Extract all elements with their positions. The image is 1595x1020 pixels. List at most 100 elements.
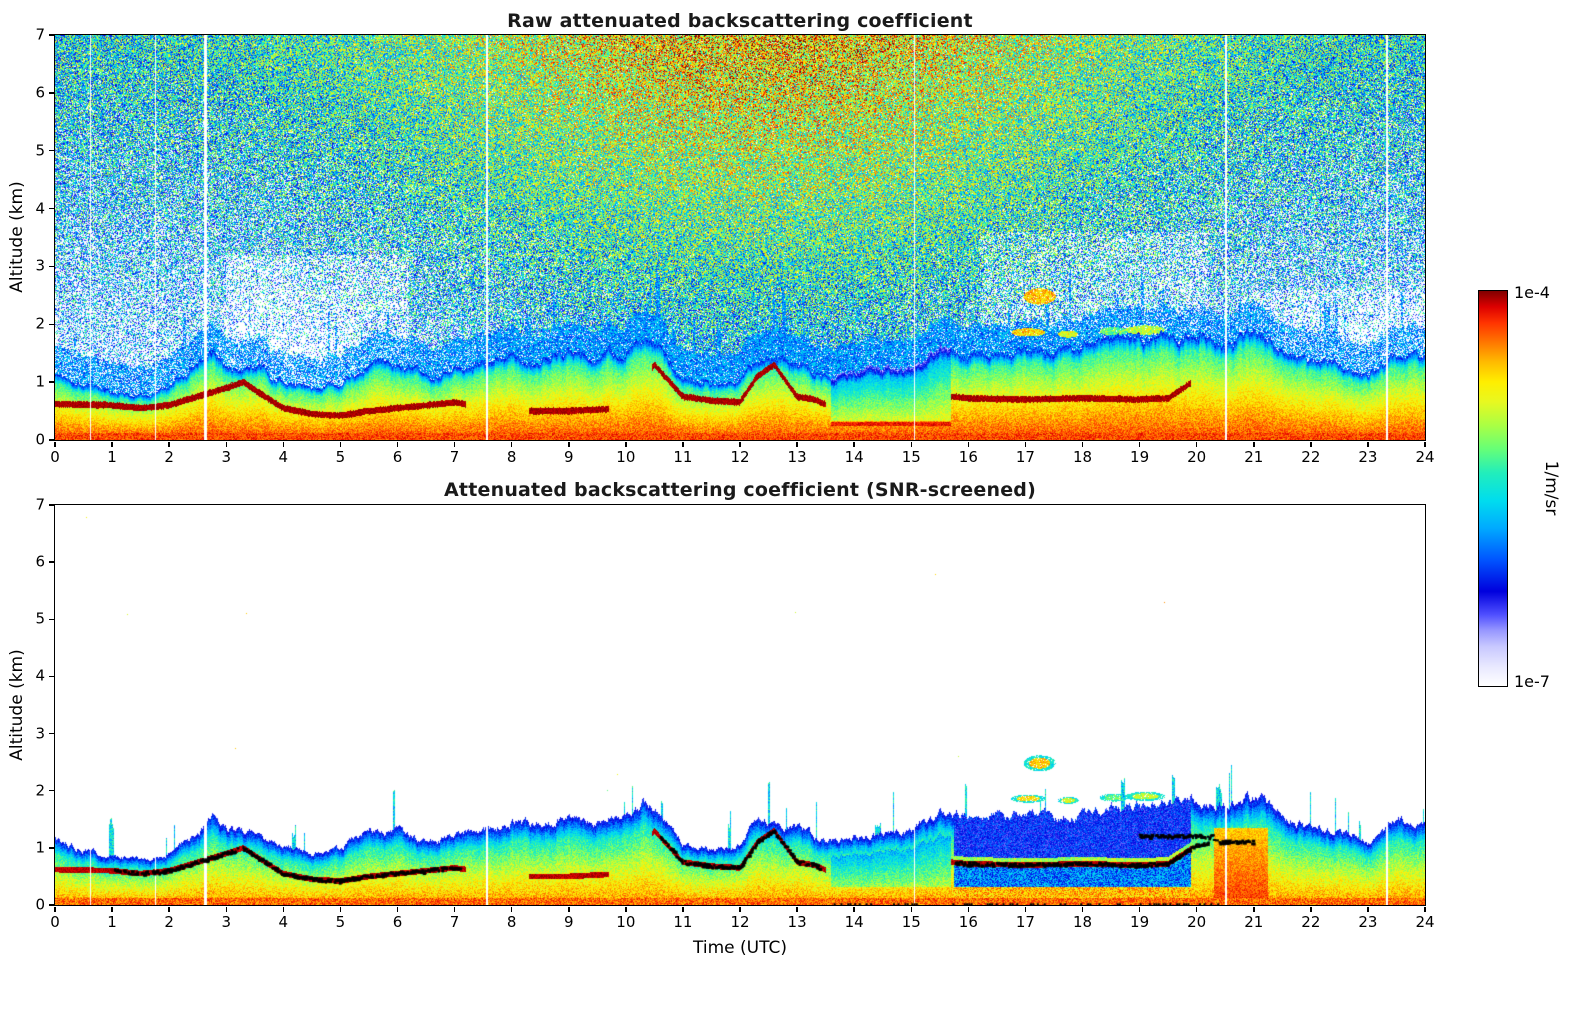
x-tick-label: 16 [958, 448, 978, 466]
x-tick-mark [1081, 441, 1084, 447]
x-tick-label: 12 [730, 913, 750, 931]
x-tick-label: 15 [901, 913, 921, 931]
x-tick-label: 22 [1301, 913, 1321, 931]
colorbar-units-label: 1/m/sr [1541, 460, 1561, 516]
x-tick-mark [339, 441, 342, 447]
x-tick-label: 18 [1072, 913, 1093, 931]
x-tick-mark [54, 906, 56, 912]
x-tick-label: 21 [1244, 448, 1264, 466]
x-tick-label: 14 [844, 913, 864, 931]
x-axis-label: Time (UTC) [693, 938, 787, 958]
x-tick-mark [1138, 906, 1141, 912]
y-axis-label: Altitude (km) [7, 181, 27, 293]
x-tick-label: 24 [1415, 913, 1435, 931]
x-tick-label: 5 [335, 448, 346, 466]
heatmap-canvas-screened [54, 504, 1425, 905]
x-tick-mark [1367, 441, 1369, 447]
y-tick-mark [48, 847, 54, 849]
x-tick-label: 13 [787, 913, 807, 931]
x-tick-label: 11 [673, 448, 693, 466]
x-tick-mark [453, 906, 456, 912]
x-tick-mark [568, 906, 570, 912]
x-tick-mark [682, 441, 684, 447]
panel-title-screened: Attenuated backscattering coefficient (S… [444, 479, 1036, 501]
x-tick-mark [1024, 441, 1027, 447]
x-tick-label: 1 [107, 448, 117, 466]
y-tick-label: 4 [35, 666, 45, 685]
x-tick-label: 0 [50, 913, 60, 931]
x-tick-mark [853, 441, 855, 447]
y-tick-label: 7 [35, 25, 45, 44]
x-tick-label: 5 [335, 913, 346, 931]
x-tick-mark [225, 441, 227, 447]
x-tick-mark [967, 906, 970, 912]
x-tick-mark [111, 441, 113, 447]
colorbar-min-label: 1e-7 [1514, 672, 1550, 691]
y-tick-label: 3 [35, 256, 45, 275]
x-tick-mark [910, 441, 912, 447]
x-tick-label: 17 [1015, 448, 1035, 466]
y-tick-mark [48, 323, 54, 326]
x-tick-mark [853, 906, 855, 912]
x-tick-mark [682, 906, 684, 912]
y-tick-mark [48, 265, 54, 268]
x-tick-label: 8 [506, 913, 517, 931]
y-tick-mark [48, 732, 54, 735]
x-tick-mark [396, 441, 399, 447]
x-tick-mark [1195, 906, 1198, 912]
y-tick-label: 1 [35, 372, 45, 391]
x-tick-label: 19 [1130, 448, 1150, 466]
panel-title-raw: Raw attenuated backscattering coefficien… [507, 10, 973, 32]
x-tick-label: 16 [958, 913, 978, 931]
x-tick-label: 4 [278, 913, 289, 931]
x-tick-mark [396, 906, 399, 912]
y-tick-label: 6 [35, 552, 45, 571]
x-tick-label: 3 [221, 448, 232, 466]
y-tick-mark [48, 207, 54, 210]
x-tick-mark [54, 441, 56, 447]
x-tick-mark [111, 906, 113, 912]
y-tick-label: 5 [35, 609, 45, 628]
y-tick-label: 0 [35, 430, 45, 449]
x-tick-label: 10 [616, 448, 636, 466]
heatmap-canvas-raw [54, 34, 1425, 440]
y-tick-label: 7 [35, 495, 45, 514]
x-tick-mark [739, 441, 741, 447]
y-tick-mark [48, 149, 54, 152]
x-tick-label: 12 [730, 448, 750, 466]
x-tick-mark [739, 906, 741, 912]
x-tick-label: 15 [901, 448, 921, 466]
x-tick-label: 14 [844, 448, 864, 466]
x-tick-label: 7 [449, 913, 460, 931]
y-tick-mark [48, 618, 54, 621]
y-tick-label: 1 [35, 838, 45, 857]
x-tick-label: 24 [1415, 448, 1435, 466]
x-tick-mark [1253, 906, 1255, 912]
x-tick-label: 4 [278, 448, 289, 466]
y-tick-mark [48, 34, 54, 36]
y-tick-mark [48, 675, 54, 678]
x-tick-mark [1195, 441, 1198, 447]
y-tick-mark [48, 439, 54, 441]
x-tick-mark [796, 906, 798, 912]
x-tick-mark [910, 906, 912, 912]
x-tick-label: 9 [563, 448, 574, 466]
y-tick-label: 5 [35, 141, 45, 160]
x-tick-mark [339, 906, 342, 912]
x-tick-mark [1024, 906, 1027, 912]
x-tick-label: 13 [787, 448, 807, 466]
x-tick-mark [796, 441, 798, 447]
y-tick-mark [48, 789, 54, 792]
x-tick-label: 22 [1301, 448, 1321, 466]
x-tick-label: 1 [107, 913, 117, 931]
x-tick-mark [168, 906, 170, 912]
y-tick-mark [48, 504, 54, 506]
x-tick-mark [1310, 906, 1312, 912]
x-tick-mark [1138, 441, 1141, 447]
x-tick-mark [1081, 906, 1084, 912]
y-tick-mark [48, 381, 54, 383]
y-tick-label: 6 [35, 83, 45, 102]
x-tick-label: 18 [1072, 448, 1093, 466]
y-tick-mark [48, 561, 54, 563]
